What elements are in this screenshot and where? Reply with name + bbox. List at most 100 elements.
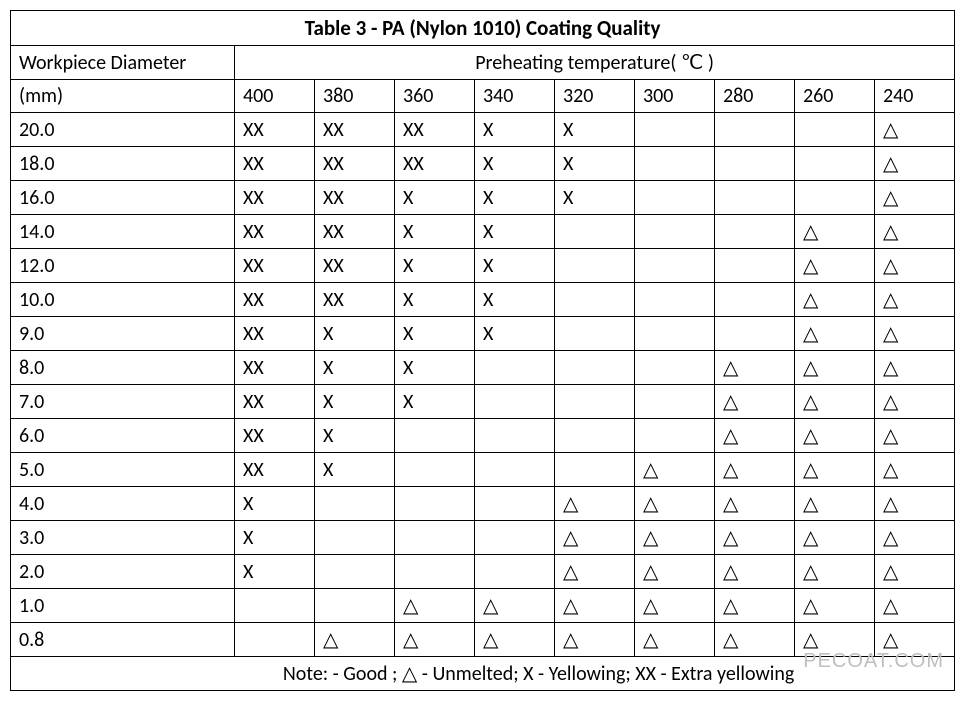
data-cell: XX <box>315 113 395 147</box>
col-header: 300 <box>635 80 715 113</box>
triangle-icon: △ <box>643 561 658 583</box>
triangle-icon: △ <box>883 187 898 209</box>
row-header-label-line1: Workpiece Diameter <box>11 46 235 80</box>
data-cell: X <box>395 385 475 419</box>
data-cell: XX <box>235 453 315 487</box>
data-cell: △ <box>555 521 635 555</box>
data-cell <box>475 385 555 419</box>
table-row: 10.0XXXXXX△△ <box>11 283 955 317</box>
table-body: 20.0XXXXXXXX△18.0XXXXXXXX△16.0XXXXXXX△14… <box>11 113 955 657</box>
triangle-icon: △ <box>883 527 898 549</box>
row-header: 0.8 <box>11 623 235 657</box>
col-header: 340 <box>475 80 555 113</box>
row-header: 5.0 <box>11 453 235 487</box>
data-cell: XX <box>235 113 315 147</box>
triangle-icon: △ <box>723 595 738 617</box>
data-cell: △ <box>795 487 875 521</box>
data-cell <box>555 317 635 351</box>
triangle-icon: △ <box>803 493 818 515</box>
data-cell: XX <box>235 419 315 453</box>
table-row: 2.0X△△△△△ <box>11 555 955 589</box>
data-cell <box>635 283 715 317</box>
data-cell <box>795 147 875 181</box>
data-cell: X <box>395 351 475 385</box>
triangle-icon: △ <box>883 425 898 447</box>
triangle-icon: △ <box>883 493 898 515</box>
triangle-icon: △ <box>803 595 818 617</box>
column-group-header: Preheating temperature( ℃ ) <box>235 46 955 80</box>
data-cell <box>715 215 795 249</box>
data-cell: △ <box>395 623 475 657</box>
col-header: 380 <box>315 80 395 113</box>
data-cell: △ <box>555 589 635 623</box>
triangle-icon: △ <box>883 357 898 379</box>
data-cell <box>475 521 555 555</box>
data-cell: △ <box>715 453 795 487</box>
triangle-icon: △ <box>723 459 738 481</box>
data-cell <box>475 419 555 453</box>
data-cell: △ <box>475 623 555 657</box>
data-cell: △ <box>795 555 875 589</box>
data-cell: △ <box>875 181 955 215</box>
data-cell <box>315 589 395 623</box>
row-header: 3.0 <box>11 521 235 555</box>
data-cell: XX <box>395 147 475 181</box>
data-cell: X <box>315 351 395 385</box>
triangle-icon: △ <box>563 561 578 583</box>
data-cell <box>555 419 635 453</box>
row-header: 16.0 <box>11 181 235 215</box>
data-cell <box>235 623 315 657</box>
triangle-icon: △ <box>883 255 898 277</box>
data-cell: X <box>395 283 475 317</box>
data-cell: △ <box>795 453 875 487</box>
triangle-icon: △ <box>643 493 658 515</box>
table-row: 9.0XXXXX△△ <box>11 317 955 351</box>
triangle-icon: △ <box>563 595 578 617</box>
table-row: 12.0XXXXXX△△ <box>11 249 955 283</box>
triangle-icon: △ <box>803 289 818 311</box>
triangle-icon: △ <box>883 323 898 345</box>
data-cell: △ <box>635 623 715 657</box>
table-row: 8.0XXXX△△△ <box>11 351 955 385</box>
data-cell: △ <box>875 215 955 249</box>
data-cell: △ <box>635 453 715 487</box>
triangle-icon: △ <box>563 493 578 515</box>
table-row: 7.0XXXX△△△ <box>11 385 955 419</box>
data-cell: △ <box>795 521 875 555</box>
column-headers-row: (mm) 400 380 360 340 320 300 280 260 240 <box>11 80 955 113</box>
table-row: 14.0XXXXXX△△ <box>11 215 955 249</box>
data-cell: XX <box>315 283 395 317</box>
table-row: 16.0XXXXXXX△ <box>11 181 955 215</box>
data-cell <box>315 487 395 521</box>
data-cell: △ <box>875 249 955 283</box>
row-header: 6.0 <box>11 419 235 453</box>
data-cell: XX <box>235 215 315 249</box>
data-cell: △ <box>475 589 555 623</box>
col-header: 260 <box>795 80 875 113</box>
col-header: 400 <box>235 80 315 113</box>
data-cell: X <box>315 317 395 351</box>
data-cell <box>635 249 715 283</box>
coating-quality-table: Table 3 - PA (Nylon 1010) Coating Qualit… <box>10 10 955 691</box>
data-cell <box>555 351 635 385</box>
data-cell: X <box>555 113 635 147</box>
data-cell: △ <box>875 487 955 521</box>
row-header: 9.0 <box>11 317 235 351</box>
triangle-icon: △ <box>723 425 738 447</box>
data-cell: X <box>395 215 475 249</box>
data-cell: △ <box>715 521 795 555</box>
data-cell: △ <box>875 555 955 589</box>
row-header: 20.0 <box>11 113 235 147</box>
data-cell: X <box>475 181 555 215</box>
data-cell: X <box>395 317 475 351</box>
table-row: 20.0XXXXXXXX△ <box>11 113 955 147</box>
triangle-icon: △ <box>643 459 658 481</box>
data-cell: △ <box>875 283 955 317</box>
data-cell <box>635 181 715 215</box>
row-header: 12.0 <box>11 249 235 283</box>
data-cell: △ <box>715 385 795 419</box>
data-cell: △ <box>875 419 955 453</box>
data-cell: X <box>555 181 635 215</box>
row-header: 7.0 <box>11 385 235 419</box>
data-cell: XX <box>315 147 395 181</box>
